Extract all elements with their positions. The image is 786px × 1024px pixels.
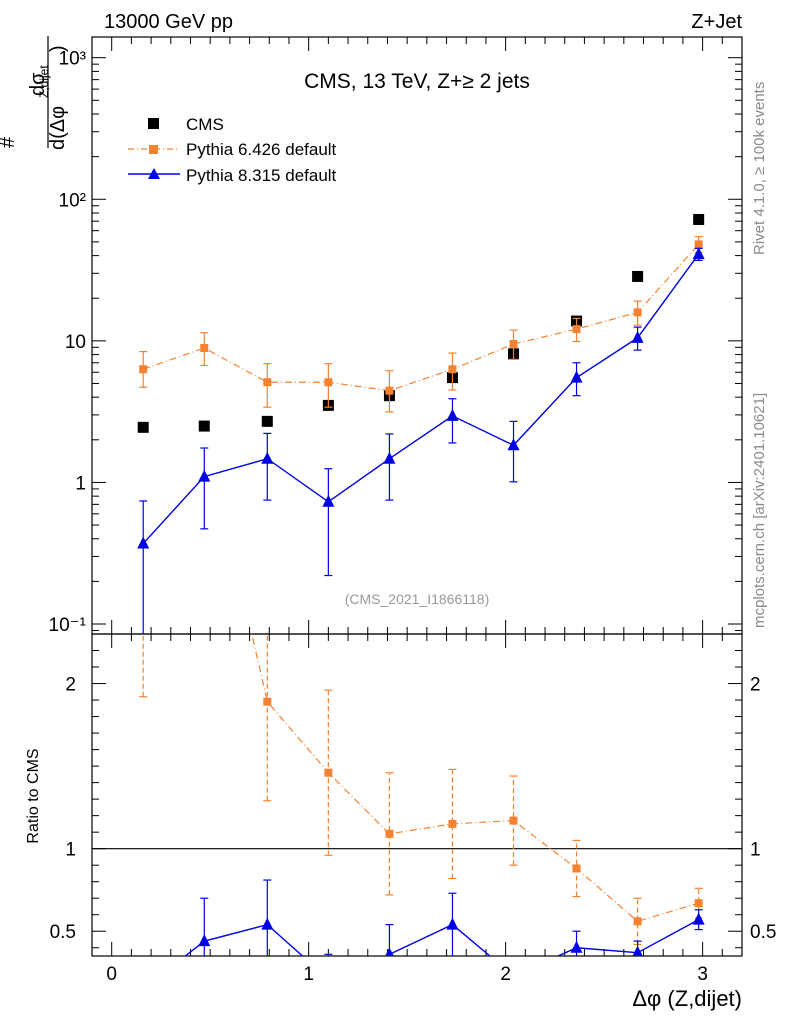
data-point: [261, 451, 274, 464]
ratio-plot-frame: [91, 633, 743, 957]
data-point: [198, 420, 210, 432]
ratio-point: [198, 934, 211, 947]
ratio-y-tick-label: 1: [65, 840, 76, 861]
svg-text:): ): [47, 45, 69, 52]
ratio-point: [263, 697, 272, 706]
data-point: [570, 370, 583, 383]
data-point: [385, 386, 394, 395]
y-tick-label: 10²: [59, 190, 86, 211]
ratio-point: [632, 945, 643, 956]
data-point: [261, 415, 273, 427]
legend-pythia8-marker: [148, 168, 160, 179]
data-point: [263, 378, 272, 387]
data-point: [507, 438, 520, 451]
series-line: [142, 253, 700, 545]
process-label: Z+Jet: [691, 11, 742, 33]
data-point: [324, 378, 333, 387]
data-point: [383, 451, 396, 464]
data-point: [572, 325, 581, 334]
data-point: [322, 494, 335, 507]
ratio-point: [261, 917, 274, 930]
svg-text:Z,dijet: Z,dijet: [37, 65, 51, 98]
main-series: [137, 213, 705, 634]
data-point: [200, 344, 209, 353]
legend-cms-marker: [148, 118, 159, 129]
x-tick-label: 0: [106, 964, 117, 985]
data-point: [137, 536, 150, 549]
x-tick-label: 3: [697, 964, 708, 985]
main-y-axis-title: # dσ d(Δφ Z,dijet ): [0, 36, 69, 150]
analysis-tag: (CMS_2021_I1866118): [345, 591, 490, 607]
mcplots-label: mcplots.cern.ch [arXiv:2401.10621]: [751, 393, 768, 628]
y-tick-label: 1: [75, 473, 86, 494]
x-tick-label: 2: [500, 964, 511, 985]
main-axes: 10⁻¹ 1 10 10² 10³: [49, 37, 743, 636]
ratio-series: [137, 634, 705, 994]
ratio-axes: 0 1 2 3 0.5 0.5 1 1 2 2: [50, 633, 776, 985]
data-point: [139, 365, 148, 374]
ratio-point: [324, 768, 333, 777]
y-tick-label: 10³: [59, 49, 86, 70]
ratio-point: [137, 982, 149, 994]
ratio-y-tick-label-right: 2: [750, 675, 761, 696]
ratio-point: [446, 917, 459, 930]
legend-pythia6-label: Pythia 6.426 default: [186, 140, 337, 159]
ratio-point: [385, 829, 394, 838]
legend-cms-label: CMS: [186, 115, 224, 134]
ratio-point: [448, 819, 457, 828]
ratio-y-tick-label: 2: [65, 675, 76, 696]
ratio-point: [694, 899, 703, 908]
x-tick-label: 1: [303, 964, 314, 985]
svg-text:d(Δφ: d(Δφ: [47, 106, 69, 150]
data-point: [694, 240, 703, 249]
svg-text:#: #: [0, 136, 19, 148]
data-point: [632, 270, 644, 282]
ratio-point: [692, 912, 705, 925]
ratio-point: [572, 864, 581, 873]
ratio-point: [322, 972, 334, 984]
energy-label: 13000 GeV pp: [104, 11, 233, 33]
legend-pythia8-label: Pythia 8.315 default: [186, 166, 337, 185]
ratio-point: [509, 816, 518, 825]
data-point: [509, 340, 518, 349]
ratio-line: [184, 919, 699, 956]
plot-title: CMS, 13 TeV, Z+≥ 2 jets: [304, 70, 530, 93]
data-point: [137, 421, 149, 433]
rivet-version-label: Rivet 4.1.0, ≥ 100k events: [751, 82, 768, 255]
ratio-y-axis-title: Ratio to CMS: [25, 748, 42, 843]
svg-text:dσ: dσ: [27, 72, 49, 96]
ratio-point: [633, 917, 642, 926]
y-tick-label: 10⁻¹: [49, 615, 87, 636]
data-point: [631, 330, 644, 343]
x-axis-title: Δφ (Z,dijet): [632, 986, 742, 1011]
data-point: [692, 247, 705, 260]
legend: CMS Pythia 6.426 default Pythia 8.315 de…: [128, 115, 337, 185]
main-series-group: [137, 213, 705, 634]
ratio-point: [385, 947, 394, 956]
ratio-y-tick-label: 0.5: [50, 922, 76, 943]
series-line: [143, 243, 700, 392]
ratio-point: [570, 940, 583, 953]
data-point: [448, 365, 457, 374]
ratio-series-group: [137, 634, 705, 994]
y-tick-label: 10: [65, 332, 86, 353]
data-point: [198, 469, 211, 482]
data-point: [633, 308, 642, 317]
ratio-y-tick-label-right: 0.5: [750, 922, 776, 943]
legend-pythia6-marker: [149, 145, 158, 154]
ratio-line: [251, 634, 699, 922]
ratio-y-tick-label-right: 1: [750, 840, 761, 861]
data-point: [446, 408, 459, 421]
data-point: [693, 213, 705, 225]
